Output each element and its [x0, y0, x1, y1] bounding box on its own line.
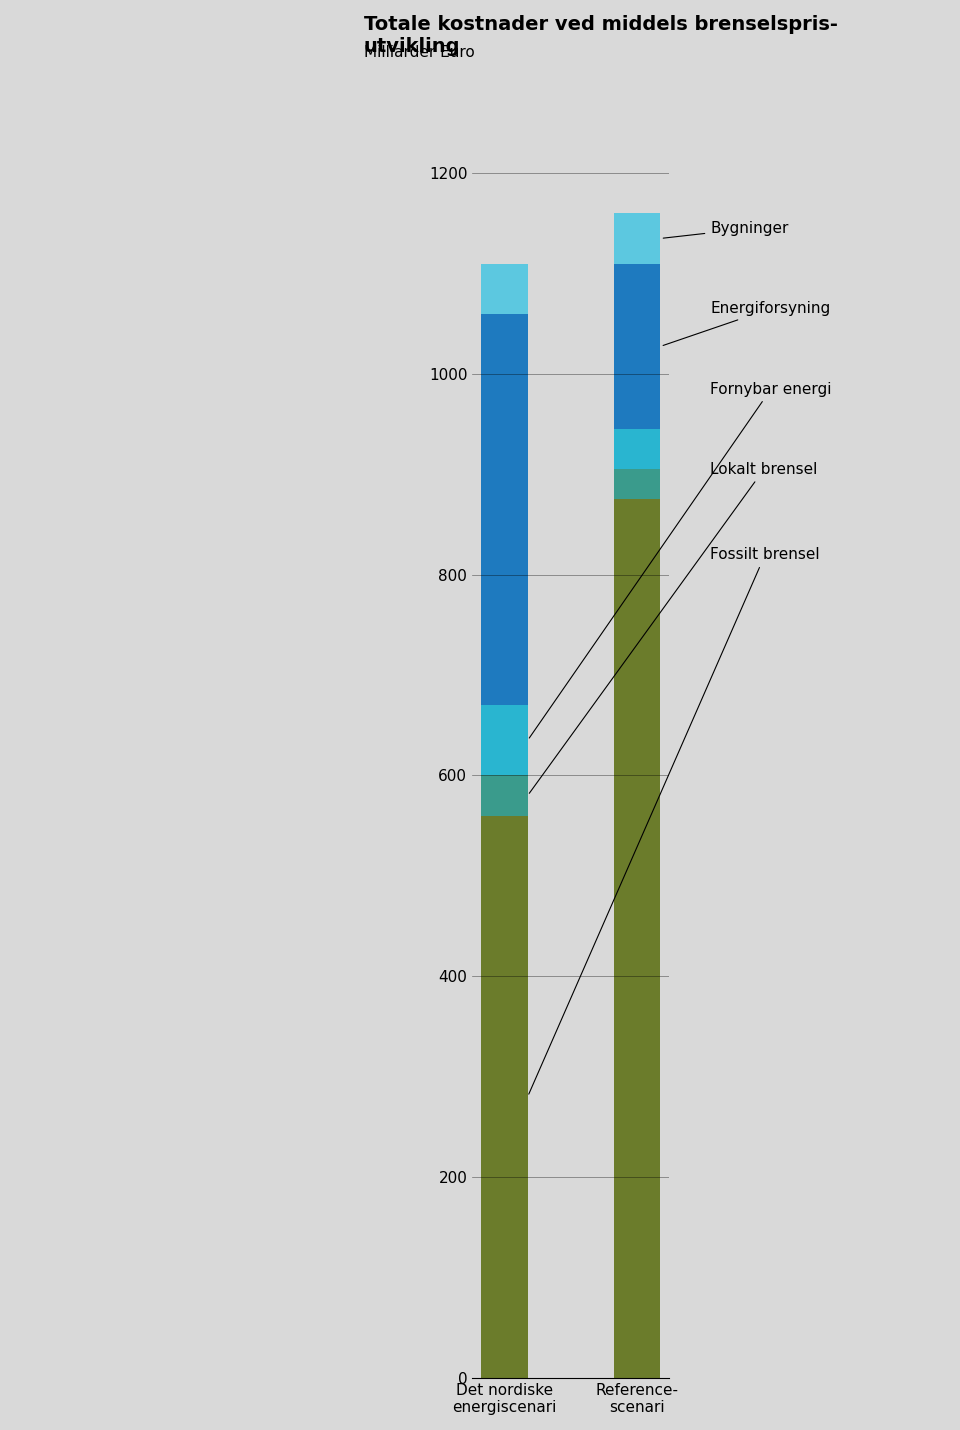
- Text: Fossilt brensel: Fossilt brensel: [529, 548, 820, 1094]
- Bar: [481, 705, 528, 775]
- Text: Milliarder Euro: Milliarder Euro: [364, 44, 474, 60]
- Bar: [481, 815, 528, 1377]
- Bar: [481, 313, 528, 705]
- Bar: [614, 263, 660, 429]
- Bar: [614, 213, 660, 263]
- Bar: [481, 775, 528, 815]
- Text: Lokalt brensel: Lokalt brensel: [529, 462, 818, 794]
- Bar: [614, 429, 660, 469]
- Bar: [614, 469, 660, 499]
- Text: Bygninger: Bygninger: [663, 220, 789, 239]
- Text: Energiforsyning: Energiforsyning: [663, 302, 830, 346]
- Text: Fornybar energi: Fornybar energi: [529, 382, 831, 738]
- Bar: [481, 263, 528, 313]
- Bar: [614, 499, 660, 1377]
- Text: Totale kostnader ved middels brenselspris-
utvikling: Totale kostnader ved middels brenselspri…: [364, 14, 837, 56]
